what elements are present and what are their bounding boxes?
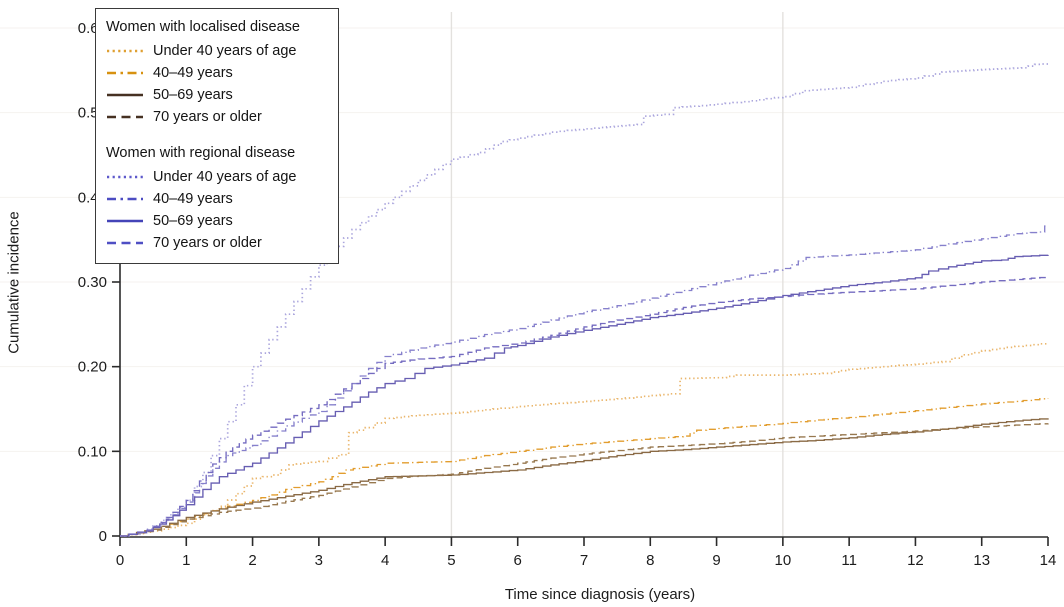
dashdot-line-swatch-icon bbox=[107, 197, 143, 201]
solid-line-swatch-icon bbox=[107, 93, 143, 97]
x-tick-label: 0 bbox=[116, 552, 124, 569]
x-tick-label: 11 bbox=[841, 552, 857, 569]
legend-label: 40–49 years bbox=[153, 65, 233, 81]
dashed-line-swatch-icon bbox=[107, 241, 143, 245]
legend: Women with localised disease Under 40 yea… bbox=[95, 8, 339, 264]
x-tick-label: 5 bbox=[447, 552, 455, 569]
legend-item-localised-under-40: Under 40 years of age bbox=[106, 40, 328, 62]
y-axis-title: Cumulative incidence bbox=[5, 211, 23, 354]
dotted-line-swatch-icon bbox=[107, 175, 143, 179]
legend-label: Under 40 years of age bbox=[153, 169, 297, 185]
series-path-regional-under-40 bbox=[120, 63, 1049, 537]
legend-item-localised-70-plus: 70 years or older bbox=[106, 106, 328, 128]
legend-group: Women with localised disease Under 40 yea… bbox=[106, 19, 328, 128]
series-path-localised-70-plus bbox=[120, 423, 1049, 537]
legend-label: 70 years or older bbox=[153, 235, 262, 251]
legend-item-regional-70-plus: 70 years or older bbox=[106, 232, 328, 254]
legend-label: 50–69 years bbox=[153, 87, 233, 103]
legend-label: Under 40 years of age bbox=[153, 43, 297, 59]
x-tick-label: 4 bbox=[381, 552, 389, 569]
legend-item-regional-50-69: 50–69 years bbox=[106, 210, 328, 232]
legend-item-localised-40-49: 40–49 years bbox=[106, 62, 328, 84]
x-axis-title: Time since diagnosis (years) bbox=[504, 586, 696, 603]
x-tick-label: 10 bbox=[775, 552, 792, 569]
y-tick-label: 0.20 bbox=[78, 359, 107, 376]
legend-item-localised-50-69: 50–69 years bbox=[106, 84, 328, 106]
series-path-regional-70-plus bbox=[120, 276, 1049, 537]
series-path-localised-40-49 bbox=[120, 398, 1049, 537]
dashed-line-swatch-icon bbox=[107, 115, 143, 119]
x-tick-label: 1 bbox=[182, 552, 190, 569]
legend-item-regional-40-49: 40–49 years bbox=[106, 188, 328, 210]
x-tick-label: 2 bbox=[248, 552, 256, 569]
legend-group: Women with regional disease Under 40 year… bbox=[106, 145, 328, 254]
series-path-regional-40-49 bbox=[120, 225, 1048, 537]
x-tick-label: 13 bbox=[973, 552, 990, 569]
x-tick-label: 3 bbox=[315, 552, 323, 569]
x-tick-label: 8 bbox=[646, 552, 654, 569]
series-path-localised-under-40 bbox=[120, 342, 1049, 537]
legend-item-regional-under-40: Under 40 years of age bbox=[106, 166, 328, 188]
y-tick-label: 0.10 bbox=[78, 443, 107, 460]
series-path-regional-50-69 bbox=[120, 254, 1049, 537]
x-tick-label: 9 bbox=[712, 552, 720, 569]
legend-group-title: Women with regional disease bbox=[106, 145, 296, 161]
dotted-line-swatch-icon bbox=[107, 49, 143, 53]
legend-label: 50–69 years bbox=[153, 213, 233, 229]
y-tick-label: 0.30 bbox=[78, 274, 107, 291]
x-tick-label: 6 bbox=[514, 552, 522, 569]
dashdot-line-swatch-icon bbox=[107, 71, 143, 75]
y-tick-label: 0 bbox=[99, 528, 107, 545]
legend-label: 70 years or older bbox=[153, 109, 262, 125]
series-path-localised-50-69 bbox=[120, 418, 1049, 537]
x-tick-label: 14 bbox=[1040, 552, 1057, 569]
legend-label: 40–49 years bbox=[153, 191, 233, 207]
x-tick-label: 12 bbox=[907, 552, 924, 569]
x-tick-label: 7 bbox=[580, 552, 588, 569]
solid-line-swatch-icon bbox=[107, 219, 143, 223]
legend-group-title: Women with localised disease bbox=[106, 19, 300, 35]
